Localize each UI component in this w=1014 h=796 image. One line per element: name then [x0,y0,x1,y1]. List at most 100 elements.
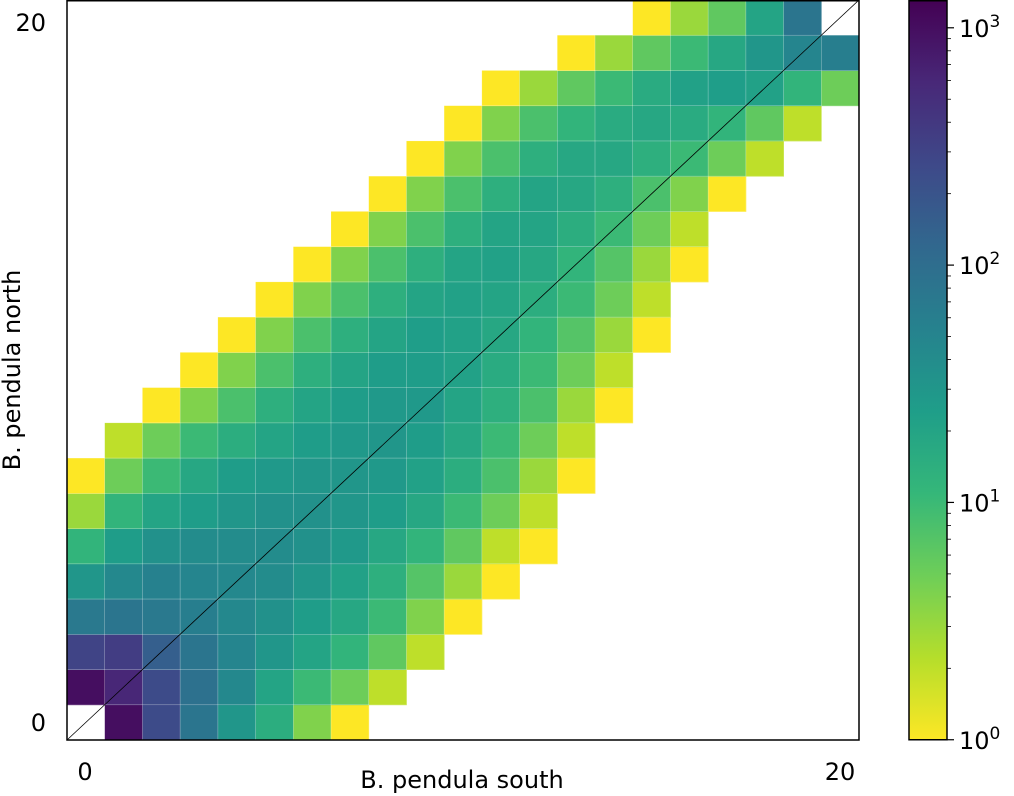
heatmap-cell-border [745,34,784,71]
heatmap-cell-border [217,528,256,565]
heatmap-cell [67,563,106,600]
heatmap-cell-border [179,422,219,459]
heatmap-cell [142,458,181,494]
heatmap-cell [557,281,596,318]
heatmap-cell [331,669,370,706]
heatmap-cell-border [179,528,219,565]
heatmap-cell-border [255,669,294,706]
heatmap-cell-border [406,563,445,600]
heatmap-cell [406,634,445,670]
heatmap-cell [180,422,219,459]
y-tick-label-0: 0 [31,709,46,737]
heatmap-cell-border [292,352,332,388]
heatmap-cell [293,281,332,318]
heatmap-cell [519,352,558,389]
heatmap-cell [670,211,709,248]
heatmap-cell [670,35,709,71]
heatmap-cell [557,422,596,459]
heatmap-cell [481,422,520,459]
heatmap-cell [217,599,256,635]
heatmap-cell-border [783,105,822,142]
heatmap-cell-border [707,175,747,212]
heatmap-cell [331,387,370,424]
heatmap-cell-border [481,493,520,529]
heatmap-cell [481,70,520,107]
heatmap-cell [444,211,483,248]
heatmap-cell [444,599,483,635]
heatmap-cell [406,246,445,283]
heatmap-cell-border [443,493,483,529]
heatmap-cell [368,528,407,565]
heatmap-cell [104,599,143,635]
heatmap-cell [104,493,143,529]
heatmap-cell-border [707,34,747,71]
heatmap-cell [519,246,558,283]
heatmap-cell [444,387,483,424]
heatmap-cell [406,211,445,248]
heatmap-cell [368,352,407,389]
heatmap-cell-border [368,246,407,283]
heatmap-cell [180,563,219,600]
heatmap-cell-border [670,105,709,142]
heatmap-cell [104,458,143,494]
heatmap-cell-border [632,316,671,353]
heatmap-cell [519,70,558,107]
heatmap-cell-border [104,598,143,635]
heatmap-cell-border [406,140,445,177]
heatmap-cell [331,528,370,565]
heatmap-cell-border [406,316,445,353]
heatmap-cell-border [142,493,181,529]
heatmap-cell-border [519,70,558,107]
heatmap-cell-border [292,246,332,283]
heatmap-cell-border [330,211,370,247]
heatmap-cell-border [330,598,370,635]
heatmap-cell-border [632,0,671,36]
heatmap-cell-border [519,246,558,283]
heatmap-cell-border [104,457,143,494]
heatmap-cell [519,105,558,142]
heatmap-cell-border [556,105,596,142]
heatmap-cell [481,105,520,142]
heatmap-cell [142,563,181,600]
heatmap-cell-border [481,563,520,600]
heatmap-cell [444,281,483,318]
heatmap-cell [595,105,634,142]
heatmap-cell-border [330,316,370,353]
heatmap-cell-border [330,457,370,494]
heatmap-cell-border [519,422,558,459]
heatmap-cell-border [104,422,143,459]
heatmap-cell-border [255,281,294,318]
heatmap-cell [821,70,860,107]
heatmap-cell-border [443,246,483,283]
heatmap-cell-border [594,140,634,177]
heatmap-cell [519,458,558,494]
heatmap-cell [595,176,634,212]
heatmap-cell-border [632,281,671,318]
heatmap-cell-border [255,352,294,388]
heatmap-cell-border [217,563,256,600]
heatmap-cell [632,281,671,318]
heatmap-cell-border [292,457,332,494]
heatmap-cell [519,211,558,248]
heatmap-cell [708,0,747,36]
heatmap-cell [368,634,407,670]
heatmap-cell [783,105,822,142]
heatmap-cell-border [368,352,407,388]
heatmap-cell [368,281,407,318]
heatmap-cell-border [632,211,671,247]
heatmap-cell [406,281,445,318]
heatmap-cell-border [217,598,256,635]
heatmap-cell-border [443,211,483,247]
heatmap-cell [632,140,671,177]
heatmap-cell [444,176,483,212]
heatmap-cell [557,176,596,212]
heatmap-cell [67,669,106,706]
heatmap-cell [632,105,671,142]
heatmap-cell [293,634,332,670]
heatmap-cell-border [481,316,520,353]
heatmap-cell-border [368,563,407,600]
heatmap-cell [406,422,445,459]
heatmap-cell [821,35,860,71]
heatmap-cell-border [142,457,181,494]
heatmap-cell [293,422,332,459]
